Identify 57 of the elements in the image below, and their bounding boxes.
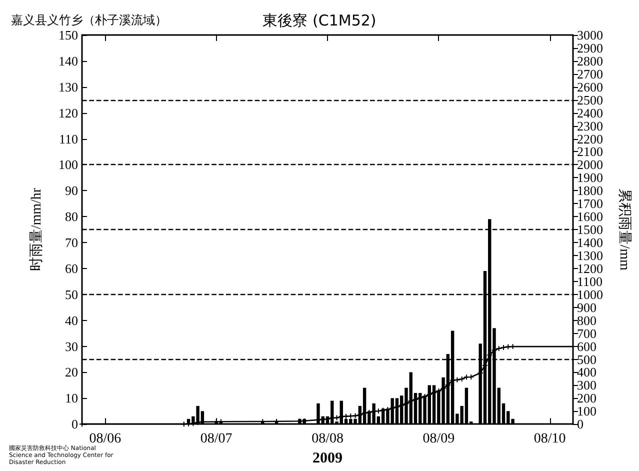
y2-tick-label: 1200 [577,260,603,276]
y2-tick-label: 2200 [577,131,603,146]
y2-tick-label: 2000 [577,157,603,172]
y2-tick-label: 300 [577,378,596,393]
y2-tick-label: 2400 [577,105,603,120]
y-tick-label: 0 [72,416,78,432]
y2-tick-label: 2100 [577,144,603,160]
y-tick-label: 150 [58,28,78,42]
y2-tick-label: 1400 [577,235,603,250]
y2-tick-label: 500 [577,352,596,367]
y-axis-title: 时雨量/mm/hr [28,188,44,272]
x-axis-title: 2009 [312,450,342,466]
y2-tick-label: 900 [577,300,596,315]
x-tick-label: 08/10 [534,432,566,447]
y-tick-label: 60 [65,260,78,276]
y2-tick-label: 700 [577,326,596,341]
y-tick-label: 10 [65,390,78,406]
y2-tick-label: 3000 [577,28,603,42]
y-tick-label: 110 [58,131,78,146]
y2-tick-label: 1500 [577,222,603,238]
y-tick-label: 30 [65,338,78,354]
y2-tick-label: 200 [577,390,596,406]
y2-tick-label: 800 [577,312,596,328]
x-tick-label: 08/07 [200,432,232,447]
y2-tick-label: 1700 [577,196,603,212]
y-tick-label: 100 [58,157,78,172]
y2-tick-label: 2700 [577,66,603,82]
y-tick-label: 40 [65,312,78,328]
y2-tick-label: 2800 [577,53,603,68]
chart-subtitle: 嘉义县义竹乡（朴子溪流域） [11,13,167,27]
y-tick-label: 120 [58,105,78,120]
y2-tick-label: 100 [577,404,596,419]
y2-tick-label: 1100 [577,274,603,289]
chart-title: 東後寮 (C1M52) [262,12,376,30]
x-tick-label: 08/06 [89,432,122,447]
y-tick-label: 80 [65,209,78,224]
y2-tick-label: 1800 [577,183,603,198]
y-tick-label: 50 [65,286,78,302]
y-tick-label: 130 [58,79,78,94]
x-tick-label: 08/08 [312,432,344,447]
y-tick-label: 90 [65,183,78,198]
y2-tick-label: 1000 [577,286,603,302]
y2-tick-label: 2900 [577,40,603,56]
y2-tick-label: 2600 [577,79,603,94]
y2-tick-label: 0 [577,416,584,432]
y2-tick-label: 1300 [577,248,603,263]
y2-tick-label: 2300 [577,118,603,134]
y2-tick-label: 400 [577,364,596,380]
y-tick-label: 70 [65,235,78,250]
y2-tick-label: 2500 [577,92,603,108]
y2-axis-title: 累积雨量/mm [616,188,632,270]
x-tick-label: 08/09 [422,432,455,447]
y-tick-label: 20 [65,364,78,380]
y2-tick-label: 600 [577,338,596,354]
y-tick-label: 140 [58,53,78,68]
y2-tick-label: 1900 [577,170,603,186]
y2-tick-label: 1600 [577,209,603,224]
